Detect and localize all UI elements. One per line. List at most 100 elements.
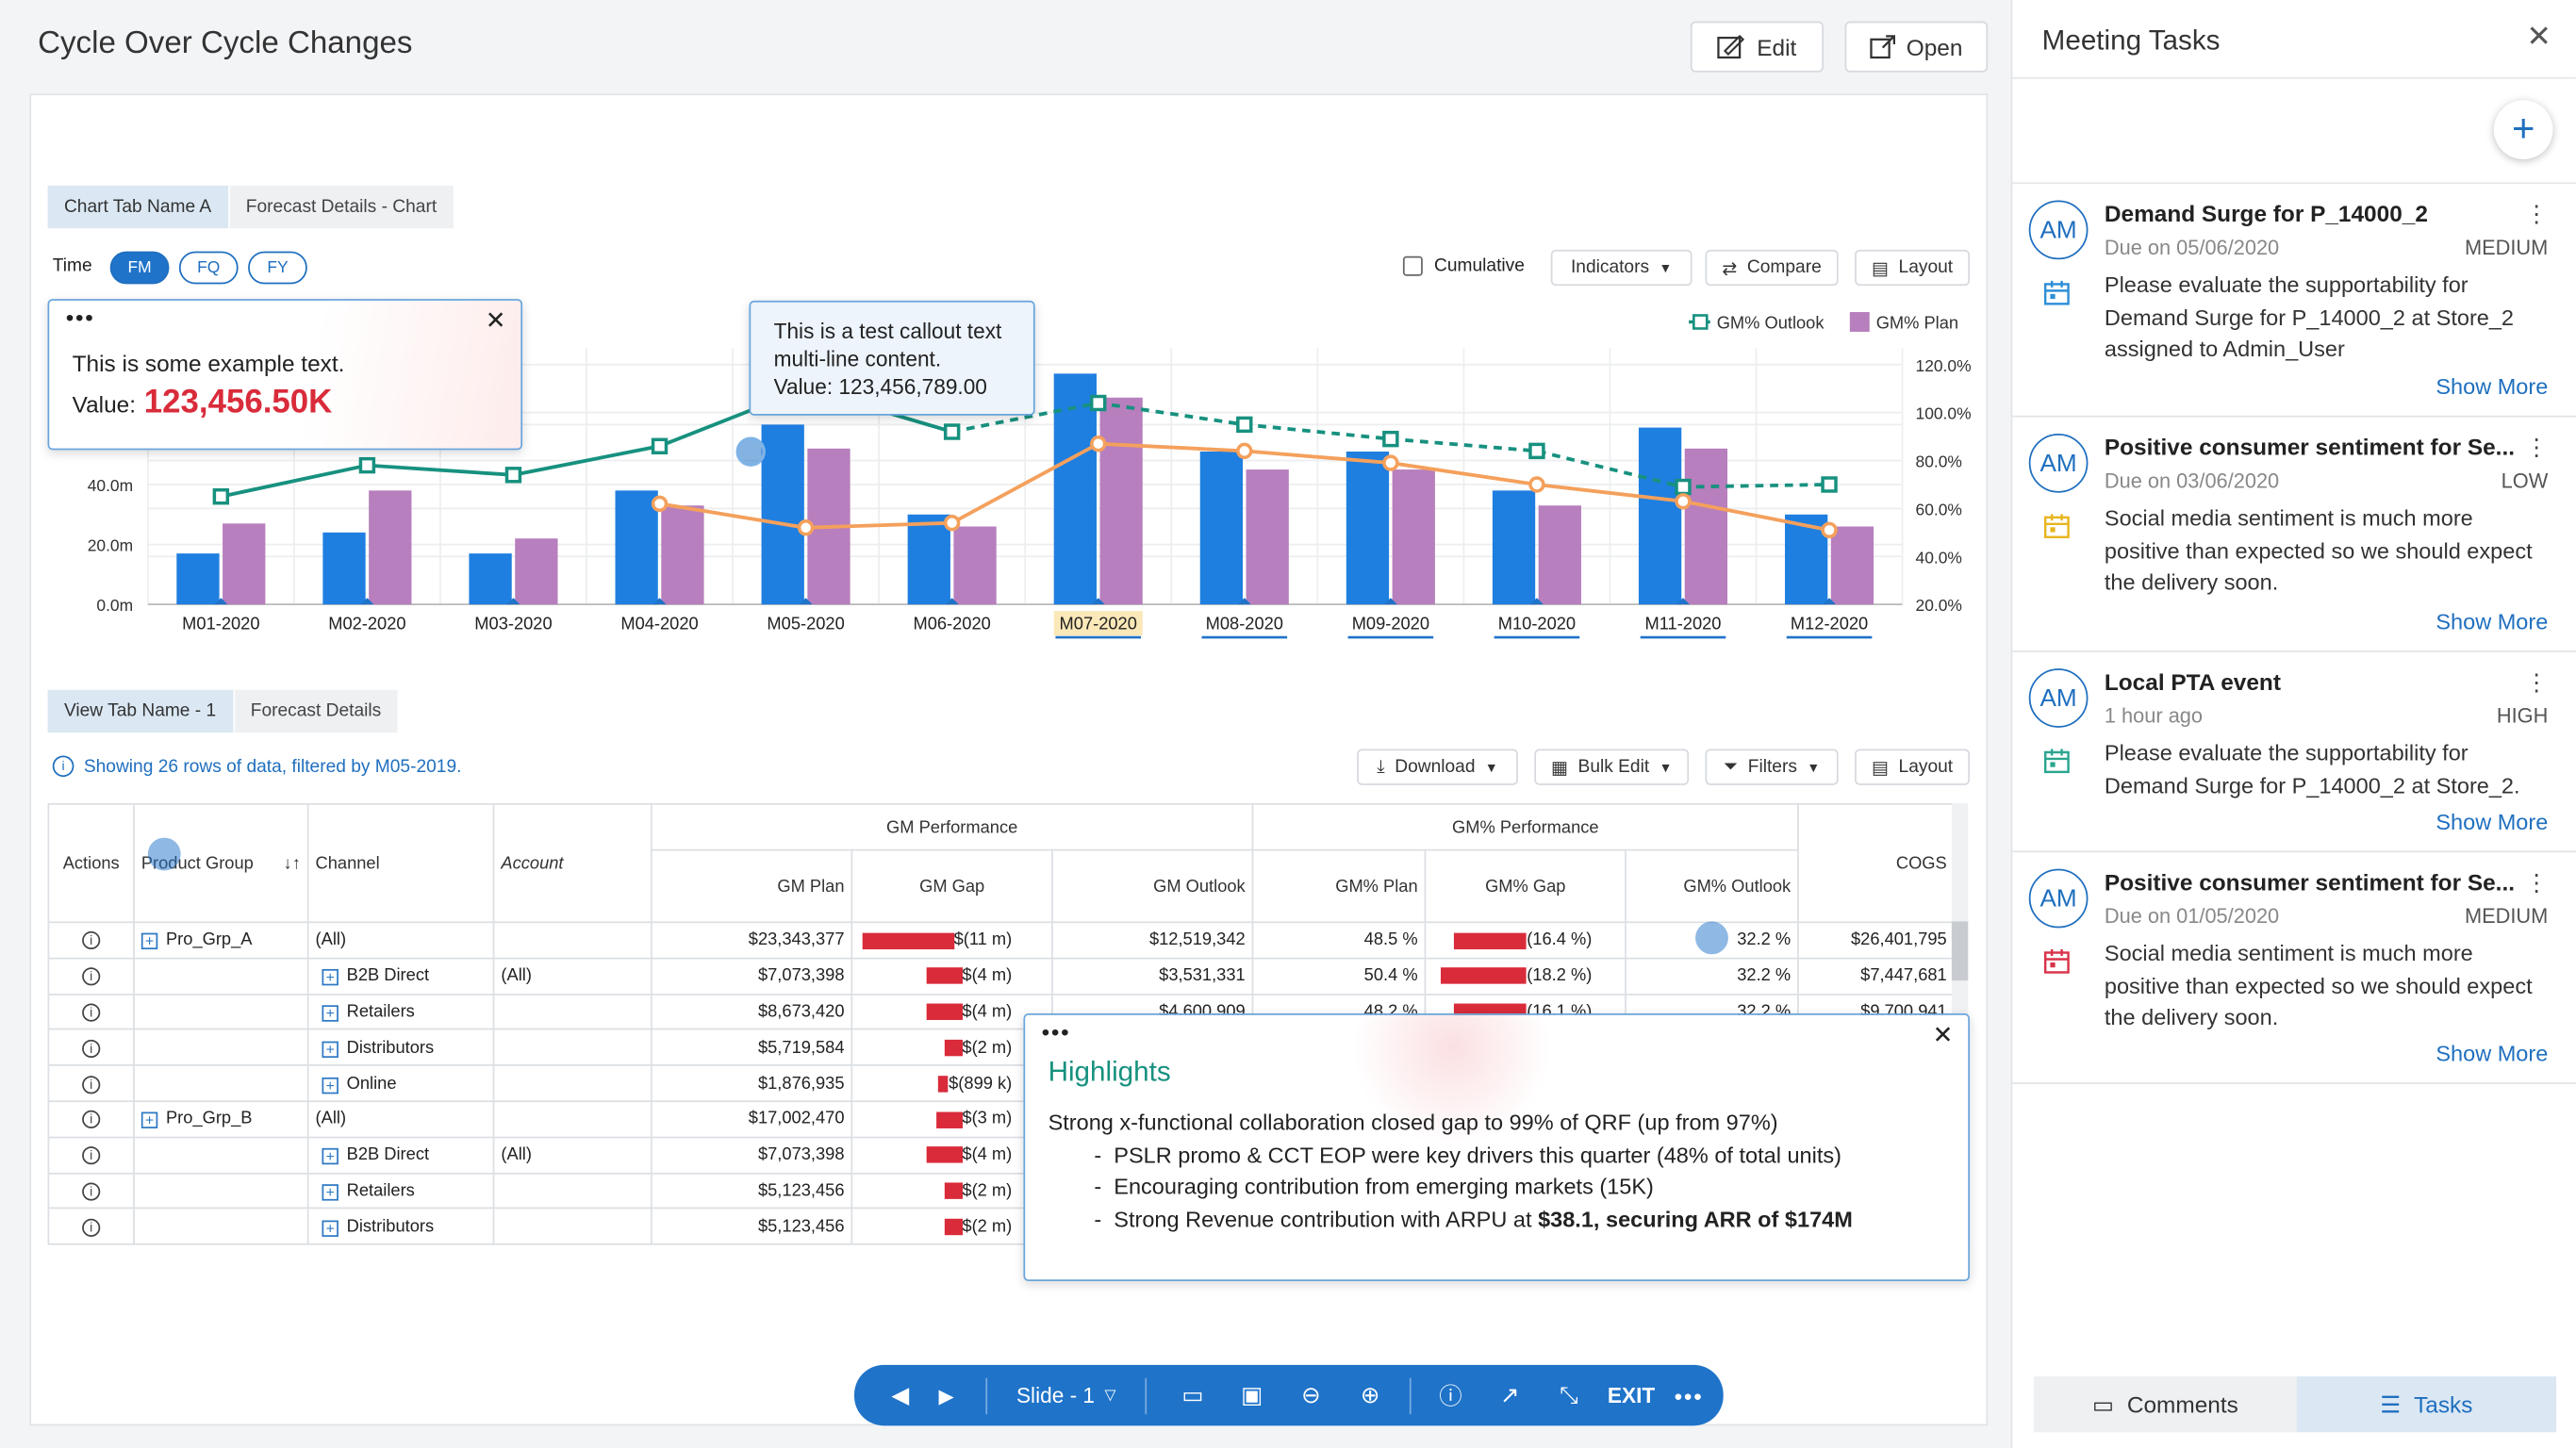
task-card[interactable]: AM Local PTA event ⋮ 1 hour ago HIGH Please e… — [2012, 652, 2576, 853]
tab-view-1[interactable]: View Tab Name - 1 — [47, 689, 235, 733]
next-slide-icon[interactable]: ▶ — [938, 1383, 954, 1407]
expand-icon[interactable]: + — [322, 1005, 339, 1022]
x-tick: M08-2020 — [1206, 613, 1283, 633]
header-cogs[interactable]: COGS — [1797, 802, 1956, 924]
header-gm-gap[interactable]: GM% Gap — [1424, 848, 1627, 924]
highlights-bold-text: $38.1, securing ARR of $174M — [1538, 1206, 1853, 1231]
row-info-icon[interactable]: i — [82, 1146, 101, 1165]
present-icon[interactable]: ▣ — [1241, 1381, 1263, 1408]
example-callout: ••• ✕ This is some example text. Value: … — [47, 299, 523, 451]
row-info-icon[interactable]: i — [82, 1003, 101, 1022]
row-info-icon[interactable]: i — [82, 931, 101, 950]
time-fq-pill[interactable]: FQ — [178, 251, 239, 285]
cumulative-toggle[interactable]: Cumulative — [1402, 255, 1525, 276]
zoom-in-icon[interactable]: ⊕ — [1360, 1381, 1380, 1408]
close-icon[interactable]: ✕ — [1932, 1021, 1954, 1050]
show-more-link[interactable]: Show More — [2436, 374, 2549, 400]
expand-icon[interactable]: + — [140, 1112, 158, 1129]
open-button[interactable]: Open — [1844, 21, 1989, 73]
compare-button[interactable]: ⇄ Compare — [1705, 249, 1839, 287]
task-body: Social media sentiment is much more posi… — [2104, 941, 2533, 1030]
kebab-menu-icon[interactable]: ⋮ — [2524, 200, 2549, 227]
header-gm-outlook[interactable]: GM% Outlook — [1625, 848, 1799, 924]
expand-icon[interactable]: + — [322, 1148, 339, 1165]
row-info-icon[interactable]: i — [82, 1111, 101, 1129]
exit-button[interactable]: EXIT — [1607, 1383, 1656, 1408]
expand-icon[interactable]: + — [322, 1041, 339, 1058]
highlights-menu-icon[interactable]: ••• — [1041, 1018, 1071, 1045]
row-info-icon[interactable]: i — [82, 1182, 101, 1201]
time-fy-pill[interactable]: FY — [248, 251, 307, 285]
x-tick: M04-2020 — [620, 613, 698, 633]
layout-icon: ▤ — [1871, 758, 1890, 778]
comments-tab[interactable]: ▭ Comments — [2033, 1376, 2297, 1433]
close-icon[interactable]: ✕ — [2526, 19, 2551, 53]
indicators-dropdown[interactable]: Indicators ▼ — [1550, 249, 1693, 287]
row-info-icon[interactable]: i — [82, 1075, 101, 1094]
task-priority: HIGH — [2496, 704, 2549, 728]
close-icon[interactable]: ✕ — [485, 306, 506, 336]
prev-slide-icon[interactable]: ◀ — [891, 1381, 910, 1408]
more-icon[interactable]: ••• — [1674, 1382, 1704, 1409]
zoom-out-icon[interactable]: ⊖ — [1301, 1381, 1321, 1408]
compare-label: Compare — [1746, 257, 1822, 278]
tab-forecast-details[interactable]: Forecast Details — [234, 689, 400, 733]
show-more-link[interactable]: Show More — [2436, 609, 2549, 634]
row-info-icon[interactable]: i — [82, 1039, 101, 1058]
cell-gm-plan: $23,343,377 — [650, 921, 853, 960]
x-tick: M02-2020 — [328, 613, 405, 633]
header-channel[interactable]: Channel — [306, 802, 495, 924]
task-card[interactable]: AM Positive consumer sentiment for Se... ⋮… — [2012, 418, 2576, 652]
comment-icon[interactable]: ▭ — [1181, 1381, 1204, 1408]
open-label: Open — [1906, 33, 1963, 60]
bulk-edit-dropdown[interactable]: ▦ Bulk Edit ▼ — [1534, 749, 1690, 785]
kebab-menu-icon[interactable]: ⋮ — [2524, 868, 2549, 896]
time-fm-pill[interactable]: FM — [109, 251, 170, 285]
row-info-icon[interactable]: i — [82, 1218, 101, 1237]
header-gm-plan[interactable]: GM Plan — [650, 848, 853, 924]
task-card[interactable]: AM Positive consumer sentiment for Se... ⋮… — [2012, 852, 2576, 1084]
download-dropdown[interactable]: ⤓ Download ▼ — [1357, 749, 1518, 785]
kebab-menu-icon[interactable]: ⋮ — [2524, 668, 2549, 695]
task-priority: LOW — [2501, 469, 2549, 493]
bar-gm-plan — [661, 505, 704, 605]
info-icon[interactable]: ⓘ — [1439, 1382, 1462, 1409]
bar-gm — [1638, 427, 1682, 605]
callout-menu-icon[interactable]: ••• — [65, 304, 95, 331]
expand-icon[interactable]: + — [322, 969, 339, 986]
show-more-link[interactable]: Show More — [2436, 1041, 2549, 1066]
tab-forecast-chart[interactable]: Forecast Details - Chart — [229, 185, 455, 229]
cell-channel: Distributors — [346, 1216, 435, 1237]
x-tick: M05-2020 — [767, 613, 844, 633]
filter-info: i Showing 26 rows of data, filtered by M… — [52, 755, 461, 778]
header-gm-outlook[interactable]: GM Outlook — [1051, 848, 1254, 924]
show-more-link[interactable]: Show More — [2436, 809, 2549, 835]
add-task-button[interactable]: + — [2493, 100, 2553, 160]
header-account[interactable]: Account — [492, 802, 652, 924]
header-gm-gap[interactable]: GM Gap — [850, 848, 1053, 924]
scrollbar-thumb[interactable] — [1951, 921, 1969, 981]
kebab-menu-icon[interactable]: ⋮ — [2524, 433, 2549, 460]
table-layout-button[interactable]: ▤ Layout — [1855, 749, 1971, 785]
tasks-tab[interactable]: ☰ Tasks — [2296, 1376, 2557, 1433]
slide-selector[interactable]: Slide - 1 ▽ — [1004, 1383, 1129, 1407]
header-gm-plan[interactable]: GM% Plan — [1251, 848, 1427, 924]
edit-button[interactable]: Edit — [1690, 21, 1824, 73]
point-gm-outlook — [1236, 416, 1253, 434]
chart-layout-button[interactable]: ▤ Layout — [1855, 249, 1971, 287]
expand-icon[interactable]: + — [322, 1220, 339, 1237]
external-link-icon[interactable]: ↗ — [1499, 1381, 1520, 1408]
collapse-icon[interactable]: ⤡ — [1560, 1381, 1578, 1408]
tab-chart-a[interactable]: Chart Tab Name A — [47, 185, 230, 229]
expand-icon[interactable]: + — [322, 1077, 339, 1094]
task-title: Demand Surge for P_14000_2 — [2104, 200, 2428, 227]
indicators-label: Indicators — [1570, 257, 1650, 278]
expand-icon[interactable]: + — [140, 933, 158, 950]
y-left-tick: 20.0m — [88, 536, 133, 555]
expand-icon[interactable]: + — [322, 1184, 339, 1201]
tick-marker — [1091, 598, 1105, 605]
task-card[interactable]: AM Demand Surge for P_14000_2 ⋮ Due on 05/0… — [2012, 184, 2576, 418]
row-info-icon[interactable]: i — [82, 967, 101, 986]
legend-outlook: GM% Outlook — [1717, 312, 1825, 332]
filters-dropdown[interactable]: ⏷ Filters ▼ — [1705, 749, 1839, 785]
